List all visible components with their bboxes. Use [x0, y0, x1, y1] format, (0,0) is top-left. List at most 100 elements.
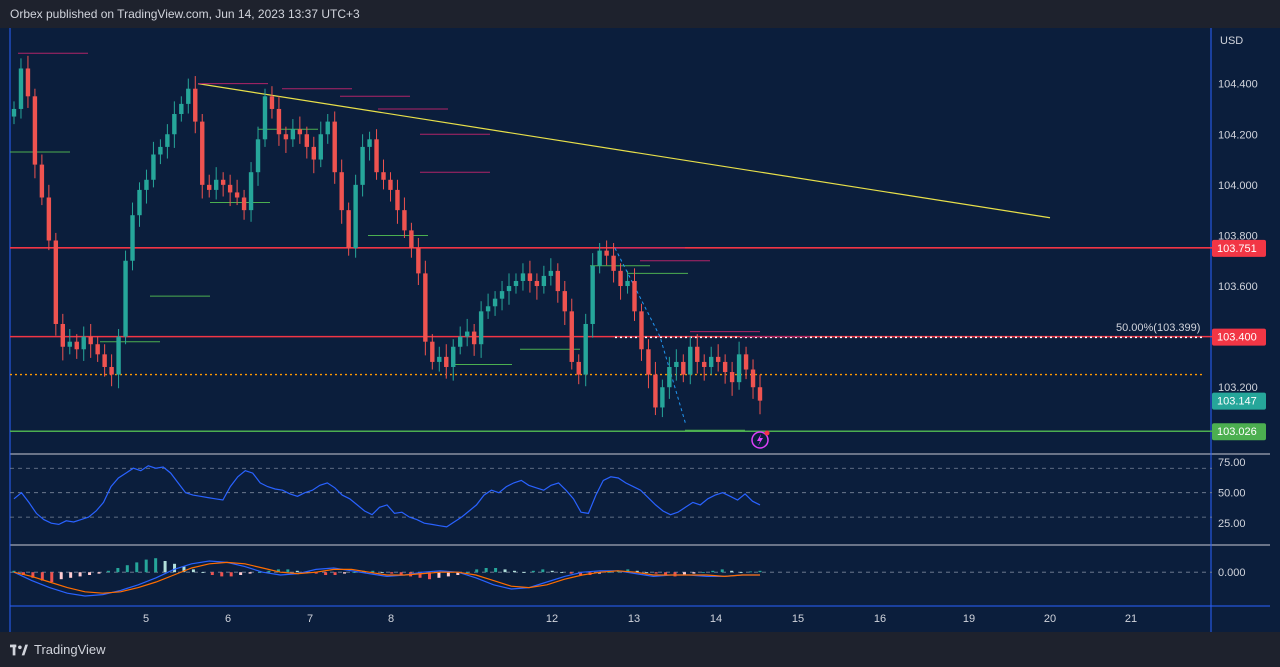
candle-body: [632, 280, 637, 312]
candle-body: [681, 361, 686, 375]
candle-body: [144, 179, 149, 190]
candle-body: [304, 134, 310, 147]
candle-body: [109, 366, 114, 375]
candle-body: [130, 215, 135, 261]
candle-body: [402, 210, 407, 231]
flash-icon: [751, 431, 769, 449]
candle-body: [722, 361, 728, 373]
candle-body: [311, 146, 316, 160]
macd-histogram-bar: [626, 569, 630, 573]
candle-body: [367, 139, 372, 147]
candle-body: [708, 356, 714, 367]
candle-body: [318, 134, 323, 160]
macd-histogram-bar: [437, 572, 441, 578]
level-price-badge: 103.400: [1217, 332, 1257, 344]
macd-histogram-bar: [645, 572, 649, 573]
candle-body: [555, 270, 561, 292]
macd-histogram-bar: [59, 572, 63, 580]
trendline: [197, 83, 1051, 219]
candle-body: [639, 311, 644, 350]
macd-histogram-bar: [390, 572, 394, 574]
flash-icon-bolt: [757, 434, 763, 446]
candle-body: [102, 354, 107, 367]
level-price-badge-bg: [1212, 239, 1266, 257]
candle-body: [471, 331, 477, 345]
macd-histogram-bar: [446, 572, 450, 577]
candle-body: [151, 154, 156, 180]
candle-body: [702, 361, 707, 367]
tradingview-logo[interactable]: TradingView: [10, 642, 106, 657]
macd-histogram-bar: [21, 572, 25, 575]
macd-histogram-bar: [314, 572, 318, 574]
time-tick-label: 8: [388, 613, 394, 625]
fib-level-label: 50.00%(103.399): [1116, 322, 1200, 334]
candle-body: [95, 344, 100, 355]
macd-histogram-bar: [654, 572, 658, 574]
macd-histogram-bar: [276, 569, 280, 573]
candle-body: [520, 273, 526, 281]
candle-body: [674, 361, 679, 367]
macd-histogram-bar: [512, 570, 516, 573]
rsi-line: [13, 465, 761, 528]
price-tick-label: 104.200: [1218, 129, 1258, 141]
candle-body: [325, 121, 330, 135]
candle-body: [653, 374, 658, 408]
macd-histogram-bar: [739, 572, 743, 573]
candle-body: [137, 189, 142, 216]
candle-body: [186, 88, 191, 104]
time-tick-label: 15: [792, 613, 804, 625]
macd-histogram-bar: [106, 570, 110, 573]
macd-histogram-bar: [229, 572, 233, 577]
macd-histogram-bar: [730, 570, 734, 573]
rsi-tick-label: 50.00: [1218, 488, 1246, 500]
price-tick-label: 104.400: [1218, 79, 1258, 91]
candle-body: [283, 134, 289, 140]
macd-histogram-bar: [475, 569, 479, 573]
candle-body: [576, 361, 581, 375]
candle-body: [562, 291, 567, 312]
macd-histogram-bar: [31, 572, 35, 578]
macd-histogram-bar: [711, 570, 715, 573]
candle-body: [220, 179, 226, 185]
macd-histogram-bar: [116, 568, 120, 573]
candle-body: [437, 356, 442, 362]
candle-body: [116, 336, 121, 375]
candle-body: [248, 172, 254, 211]
chart-area[interactable]: USD 104.400 104.200 104.000 103.800 103.600 10…: [0, 28, 1280, 632]
candle-body: [750, 369, 756, 388]
macd-histogram-bar: [267, 570, 271, 573]
candle-body: [444, 356, 449, 367]
macd-histogram-bar: [50, 572, 54, 582]
macd-histogram-bar: [616, 570, 620, 573]
candle-body: [179, 103, 184, 115]
macd-histogram-bar: [635, 570, 639, 573]
candle-body: [527, 273, 533, 281]
macd-histogram-bar: [220, 572, 224, 577]
macd-histogram-bar: [579, 572, 583, 575]
macd-histogram-bar: [239, 572, 243, 575]
candle-body: [736, 354, 742, 383]
macd-histogram-bar: [154, 558, 158, 573]
time-tick-label: 21: [1125, 613, 1137, 625]
candle-body: [513, 280, 519, 287]
chart-svg[interactable]: USD 104.400 104.200 104.000 103.800 103.600 10…: [0, 28, 1280, 632]
macd-histogram-bar: [201, 572, 205, 573]
candle-body: [18, 68, 24, 109]
candle-body: [165, 134, 170, 147]
candle-body: [74, 341, 79, 350]
candle-body: [46, 197, 52, 241]
price-tick-label: 103.600: [1218, 281, 1258, 293]
rsi-tick-label: 25.00: [1218, 518, 1246, 530]
candle-body: [25, 68, 31, 97]
macd-histogram-bar: [569, 572, 573, 574]
candle-body: [506, 286, 512, 292]
macd-histogram-bar: [692, 572, 696, 574]
candle-body: [548, 270, 554, 276]
macd-histogram-bar: [541, 569, 545, 573]
macd-histogram-bar: [427, 572, 431, 580]
candle-body: [123, 260, 128, 337]
time-tick-label: 7: [307, 613, 313, 625]
macd-histogram-bar: [163, 561, 167, 573]
candle-body: [172, 114, 177, 135]
candle-body: [234, 192, 240, 198]
